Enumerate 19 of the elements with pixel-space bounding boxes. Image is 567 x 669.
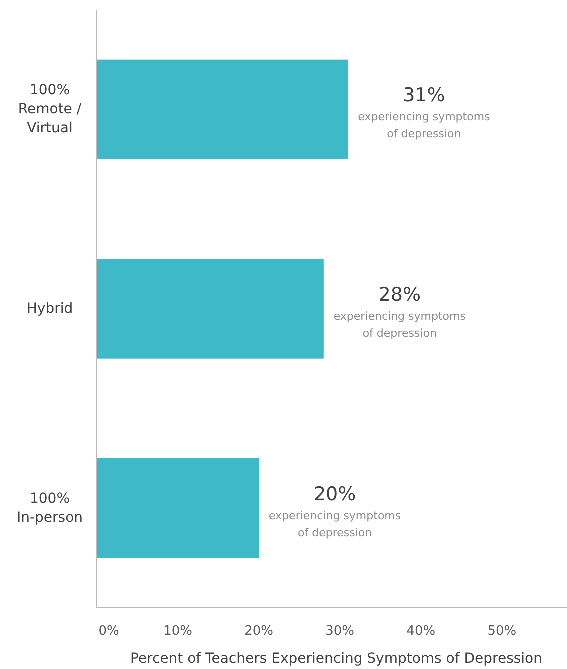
x-tick-label: 0% — [98, 624, 120, 639]
bar — [97, 259, 324, 359]
data-label: 31% — [403, 84, 446, 107]
x-tick-label: 40% — [406, 624, 436, 639]
bar — [97, 458, 260, 558]
y-tick-label: 100% In-person — [16, 490, 84, 526]
data-label: 28% — [378, 284, 422, 306]
data-label: 20% — [314, 483, 356, 506]
y-tick-label: Hybrid — [26, 300, 74, 317]
x-tick-label: 10% — [164, 624, 192, 639]
annotation: experiencing symptoms of depression — [334, 310, 466, 340]
x-tick-label: 30% — [326, 624, 355, 639]
x-tick-label: 50% — [488, 624, 517, 639]
annotation: experiencing symptoms of depression — [358, 110, 491, 141]
x-axis-title: Percent of Teachers Experiencing Symptoms of Depression — [130, 651, 543, 667]
bar — [97, 60, 348, 160]
y-tick-label: 100% Remote / Virtual — [18, 82, 82, 136]
x-tick-label: 20% — [244, 624, 274, 639]
annotation: experiencing symptoms of depression — [269, 509, 402, 540]
